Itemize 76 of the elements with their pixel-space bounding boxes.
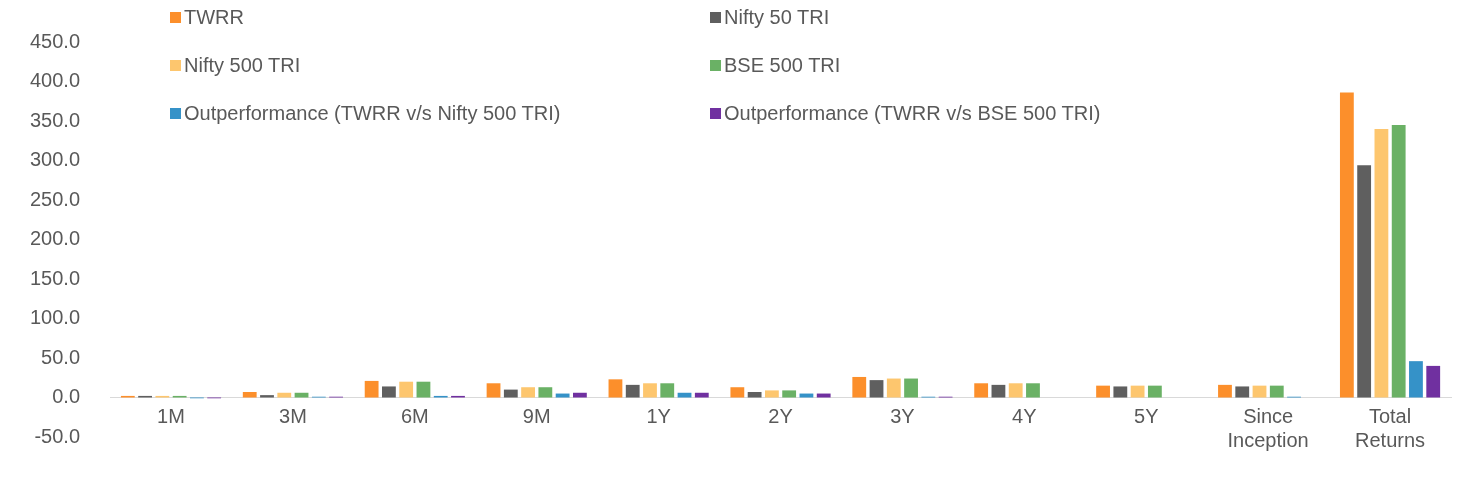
legend-label: Nifty 50 TRI [724, 6, 830, 29]
bar [1130, 385, 1145, 398]
bar [260, 395, 274, 398]
bar [747, 391, 762, 398]
y-tick-label: -50.0 [34, 424, 81, 447]
bar [242, 391, 257, 398]
bar [660, 383, 675, 398]
bar [1218, 384, 1232, 398]
bar [625, 384, 640, 398]
bar [486, 383, 501, 398]
bar [869, 380, 884, 398]
bar [1357, 165, 1372, 398]
bar [974, 383, 989, 398]
x-tick-label: 9M [522, 405, 551, 428]
y-tick-label: 50.0 [41, 345, 81, 368]
legend-label: TWRR [184, 6, 244, 29]
bar [904, 378, 918, 398]
bar [730, 387, 745, 398]
bar [572, 392, 587, 398]
y-tick-label: 0.0 [52, 385, 81, 408]
legend-label: Nifty 500 TRI [184, 54, 301, 77]
bar [1339, 92, 1354, 398]
bar [521, 387, 535, 398]
bar [677, 392, 692, 398]
x-tick-label: 1Y [646, 405, 671, 428]
y-tick-label: 350.0 [29, 108, 81, 131]
bar [764, 390, 779, 398]
bar [1008, 383, 1023, 398]
bar [799, 393, 814, 398]
y-tick-label: 150.0 [29, 266, 81, 289]
x-tick-label: Total Returns [1355, 405, 1426, 452]
bar [1409, 361, 1423, 398]
x-tick-label: 4Y [1012, 405, 1037, 428]
y-tick-label: 200.0 [29, 227, 81, 250]
bar [782, 390, 797, 398]
bar [399, 381, 414, 398]
y-tick-label: 250.0 [29, 187, 81, 210]
legend-label: BSE 500 TRI [724, 54, 841, 77]
y-tick-label: 100.0 [29, 306, 81, 329]
bar [277, 392, 292, 398]
bar [1269, 385, 1284, 398]
x-tick-label: Since Inception [1227, 405, 1309, 452]
bar [852, 376, 867, 398]
bar [503, 389, 518, 398]
bar [1096, 385, 1110, 398]
bar [1252, 385, 1267, 398]
bar [1147, 385, 1162, 398]
bar [1374, 128, 1389, 398]
bar [886, 378, 901, 398]
bar [1113, 386, 1128, 398]
legend-label: Outperformance (TWRR v/s Nifty 500 TRI) [184, 102, 561, 125]
bar [364, 380, 379, 398]
bar [555, 393, 570, 398]
bar [1235, 386, 1250, 398]
bar [694, 392, 709, 398]
y-tick-label: 300.0 [29, 148, 81, 171]
bar [382, 386, 396, 398]
x-tick-label: 3M [279, 405, 307, 428]
bar [991, 384, 1006, 398]
bar [294, 392, 309, 398]
legend-label: Outperformance (TWRR v/s BSE 500 TRI) [724, 102, 1101, 125]
bar [1426, 365, 1441, 398]
y-tick-label: 400.0 [29, 69, 81, 92]
bar [816, 393, 831, 398]
bar [643, 383, 657, 398]
bar [1391, 124, 1406, 398]
bar [538, 387, 553, 398]
bar [608, 379, 623, 398]
x-tick-label: 3Y [890, 405, 915, 428]
x-tick-label: 5Y [1134, 405, 1159, 428]
y-tick-label: 450.0 [29, 29, 81, 52]
x-tick-label: 6M [400, 405, 429, 428]
x-tick-label: 1M [157, 405, 185, 428]
x-tick-label: 2Y [768, 405, 793, 428]
bar [1026, 383, 1040, 398]
bar [416, 381, 431, 398]
